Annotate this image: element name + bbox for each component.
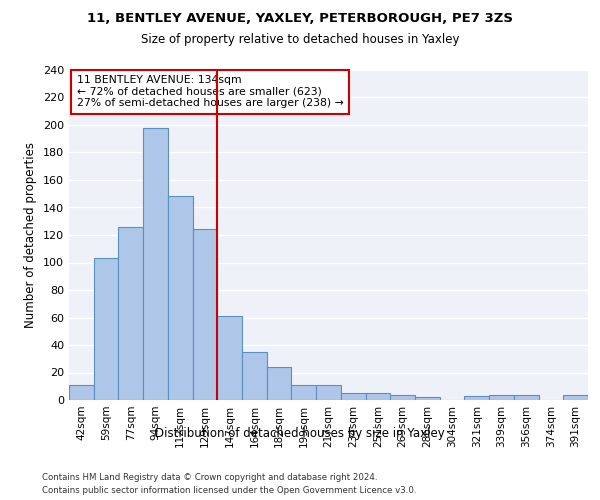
Bar: [489, 394, 514, 400]
Bar: [217, 316, 242, 400]
Bar: [94, 258, 118, 400]
Bar: [390, 394, 415, 400]
Y-axis label: Number of detached properties: Number of detached properties: [25, 142, 37, 328]
Bar: [514, 394, 539, 400]
Bar: [316, 385, 341, 400]
Bar: [292, 385, 316, 400]
Bar: [365, 393, 390, 400]
Bar: [563, 394, 588, 400]
Bar: [415, 397, 440, 400]
Text: Contains public sector information licensed under the Open Government Licence v3: Contains public sector information licen…: [42, 486, 416, 495]
Bar: [242, 352, 267, 400]
Bar: [69, 385, 94, 400]
Bar: [118, 227, 143, 400]
Bar: [341, 393, 365, 400]
Text: Distribution of detached houses by size in Yaxley: Distribution of detached houses by size …: [155, 428, 445, 440]
Bar: [143, 128, 168, 400]
Bar: [168, 196, 193, 400]
Text: Contains HM Land Registry data © Crown copyright and database right 2024.: Contains HM Land Registry data © Crown c…: [42, 472, 377, 482]
Bar: [464, 396, 489, 400]
Bar: [193, 230, 217, 400]
Text: 11 BENTLEY AVENUE: 134sqm
← 72% of detached houses are smaller (623)
27% of semi: 11 BENTLEY AVENUE: 134sqm ← 72% of detac…: [77, 75, 344, 108]
Text: 11, BENTLEY AVENUE, YAXLEY, PETERBOROUGH, PE7 3ZS: 11, BENTLEY AVENUE, YAXLEY, PETERBOROUGH…: [87, 12, 513, 26]
Text: Size of property relative to detached houses in Yaxley: Size of property relative to detached ho…: [141, 32, 459, 46]
Bar: [267, 367, 292, 400]
